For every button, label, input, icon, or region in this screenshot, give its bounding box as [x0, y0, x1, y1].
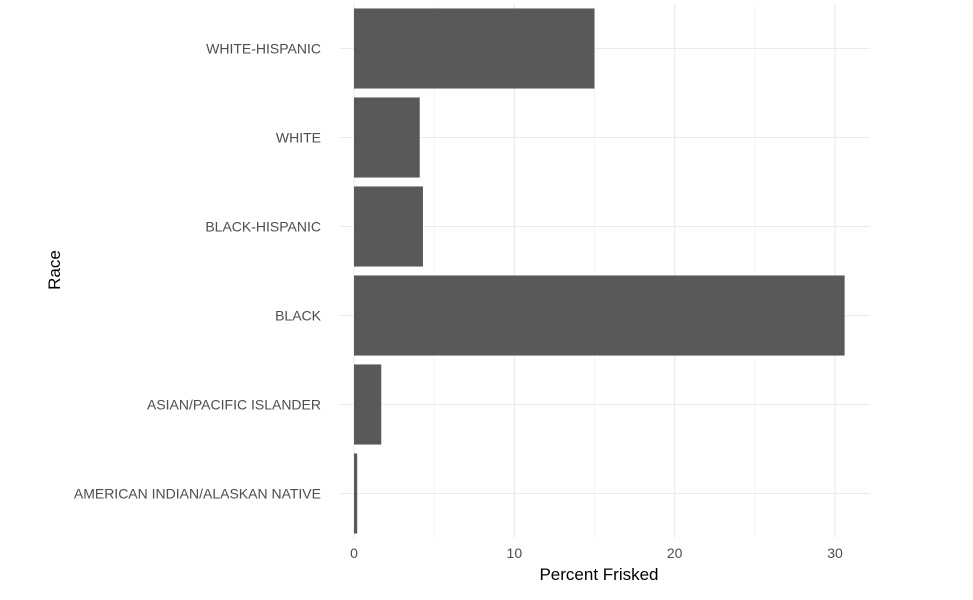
y-tick-label: BLACK-HISPANIC [205, 219, 321, 235]
bar [354, 8, 595, 89]
y-tick-labels: WHITE-HISPANIC WHITE BLACK-HISPANIC BLACK AS… [74, 41, 322, 502]
bar [354, 453, 358, 534]
bar [354, 186, 423, 267]
x-tick-label: 0 [350, 545, 358, 561]
y-tick-label: WHITE [276, 130, 321, 146]
x-tick-label: 30 [827, 545, 843, 561]
bar [354, 97, 420, 178]
x-axis-title: Percent Frisked [539, 565, 658, 584]
y-tick-label: BLACK [275, 308, 322, 324]
x-tick-labels: 0 10 20 30 [350, 545, 843, 561]
x-tick-label: 20 [667, 545, 683, 561]
y-tick-label: WHITE-HISPANIC [206, 41, 321, 57]
x-tick-label: 10 [507, 545, 523, 561]
bars-layer [354, 8, 845, 534]
y-tick-label: ASIAN/PACIFIC ISLANDER [147, 397, 321, 413]
bar [354, 364, 382, 445]
y-axis-title: Race [45, 250, 64, 290]
bar [354, 275, 845, 356]
y-tick-label: AMERICAN INDIAN/ALASKAN NATIVE [74, 486, 321, 502]
